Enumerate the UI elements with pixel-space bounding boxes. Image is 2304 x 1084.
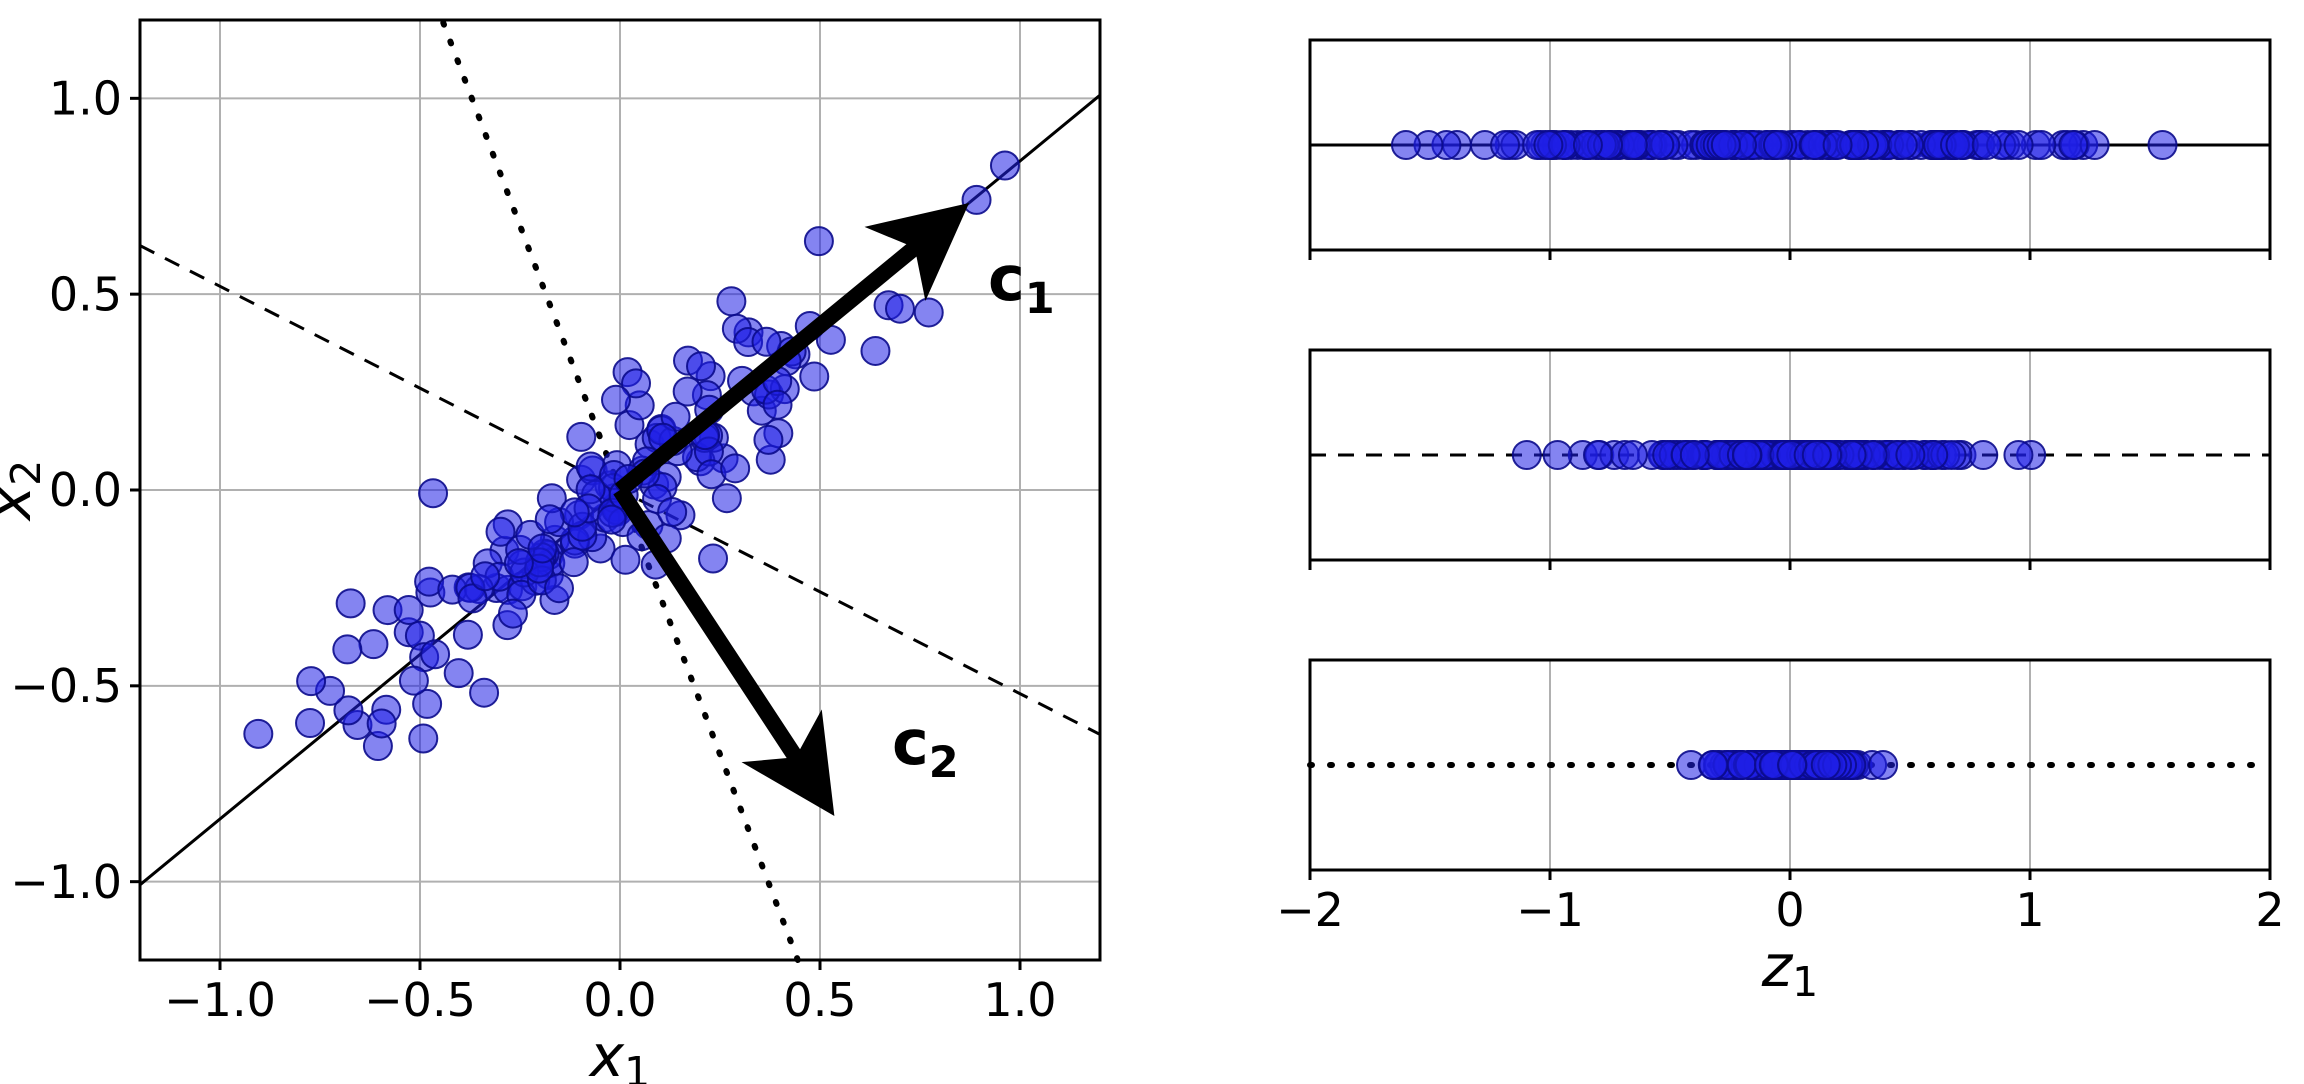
data-point [687,352,715,380]
figure-root: c1c2−1.0−0.50.00.51.0−1.0−0.50.00.51.0x1… [0,0,2304,1084]
data-point [1946,131,1974,159]
data-point [536,505,564,533]
data-point [560,548,588,576]
xtick-label: 0 [1775,883,1804,937]
data-point [886,295,914,323]
data-point [721,454,749,482]
data-point [561,498,589,526]
data-point [1764,131,1792,159]
data-point [800,363,828,391]
data-point [1544,441,1572,469]
data-point [368,709,396,737]
data-point [861,337,889,365]
data-point [1778,751,1806,779]
data-point [419,479,447,507]
data-point [991,152,1019,180]
data-point [915,298,943,326]
data-point [567,423,595,451]
xtick-label: 2 [2255,883,2284,937]
data-point [1973,131,2001,159]
data-point [1803,441,1831,469]
data-point [400,667,428,695]
right-strip-panel-1 [1310,40,2270,260]
data-point [1812,751,1840,779]
data-point [2149,131,2177,159]
data-point [602,386,630,414]
data-point [395,596,423,624]
xtick-label: 1.0 [983,973,1056,1027]
data-point [1619,441,1647,469]
right-strip-panel-2 [1310,350,2270,570]
data-point [244,720,272,748]
data-point [658,498,686,526]
data-point [1574,131,1602,159]
data-point [1534,131,1562,159]
xtick-label: −0.5 [364,973,476,1027]
data-point [1619,131,1647,159]
data-point [1896,441,1924,469]
ytick-label: 0.5 [49,267,122,321]
data-point [471,562,499,590]
data-point [764,391,792,419]
data-point [805,227,833,255]
data-point [1869,751,1897,779]
data-point [963,186,991,214]
data-point [1699,751,1727,779]
left-scatter-panel: c1c2−1.0−0.50.00.51.0−1.0−0.50.00.51.0x1… [0,20,1100,1084]
data-point [409,724,437,752]
data-point [1681,441,1709,469]
data-point [337,589,365,617]
data-point [333,635,361,663]
data-point [1491,131,1519,159]
data-point [1392,131,1420,159]
axis-label: x2 [0,460,50,522]
data-point [699,544,727,572]
data-point [1584,441,1612,469]
data-point [713,484,741,512]
xtick-label: −1 [1516,883,1584,937]
data-point [545,574,573,602]
data-point [1712,131,1740,159]
data-point [1733,441,1761,469]
ytick-label: −1.0 [10,855,122,909]
axis-label: z1 [1761,932,1819,1006]
data-point [611,546,639,574]
data-point [499,600,527,628]
data-point [297,667,325,695]
data-point [296,709,324,737]
data-point [754,426,782,454]
data-point [470,679,498,707]
data-point [2059,131,2087,159]
data-point [598,506,626,534]
data-point [445,659,473,687]
xtick-label: −1.0 [164,973,276,1027]
right-strip-panel-3: −2 −1 0 1 2 z1 [1276,660,2285,1006]
data-point [359,630,387,658]
data-point [421,640,449,668]
data-point [717,287,745,315]
data-point [1824,131,1852,159]
xtick-label: 0.5 [783,973,856,1027]
ytick-label: 0.0 [49,463,122,517]
data-point [1889,131,1917,159]
xtick-label: −2 [1276,883,1344,937]
data-point [454,621,482,649]
data-point [505,549,533,577]
ytick-label: −0.5 [10,659,122,713]
data-point [2004,441,2032,469]
data-point [1513,441,1541,469]
data-point [1969,441,1997,469]
data-point [2005,131,2033,159]
data-point [1728,751,1756,779]
data-point [1645,131,1673,159]
data-point [674,378,702,406]
ytick-label: 1.0 [49,71,122,125]
xtick-label: 1 [2015,883,2044,937]
xtick-label: 0.0 [583,973,656,1027]
figure-svg: c1c2−1.0−0.50.00.51.0−1.0−0.50.00.51.0x1… [0,0,2304,1084]
axis-label: x1 [588,1022,650,1084]
